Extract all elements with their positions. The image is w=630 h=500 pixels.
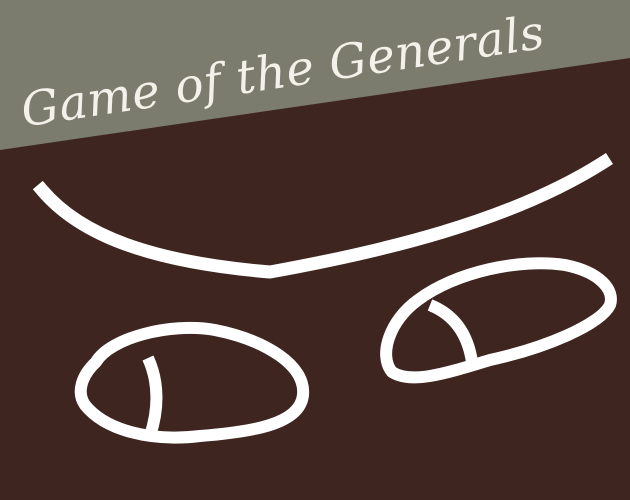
left-eye [74,321,310,444]
brow-line [32,153,613,279]
right-eye [380,257,617,384]
title-banner [0,0,630,150]
